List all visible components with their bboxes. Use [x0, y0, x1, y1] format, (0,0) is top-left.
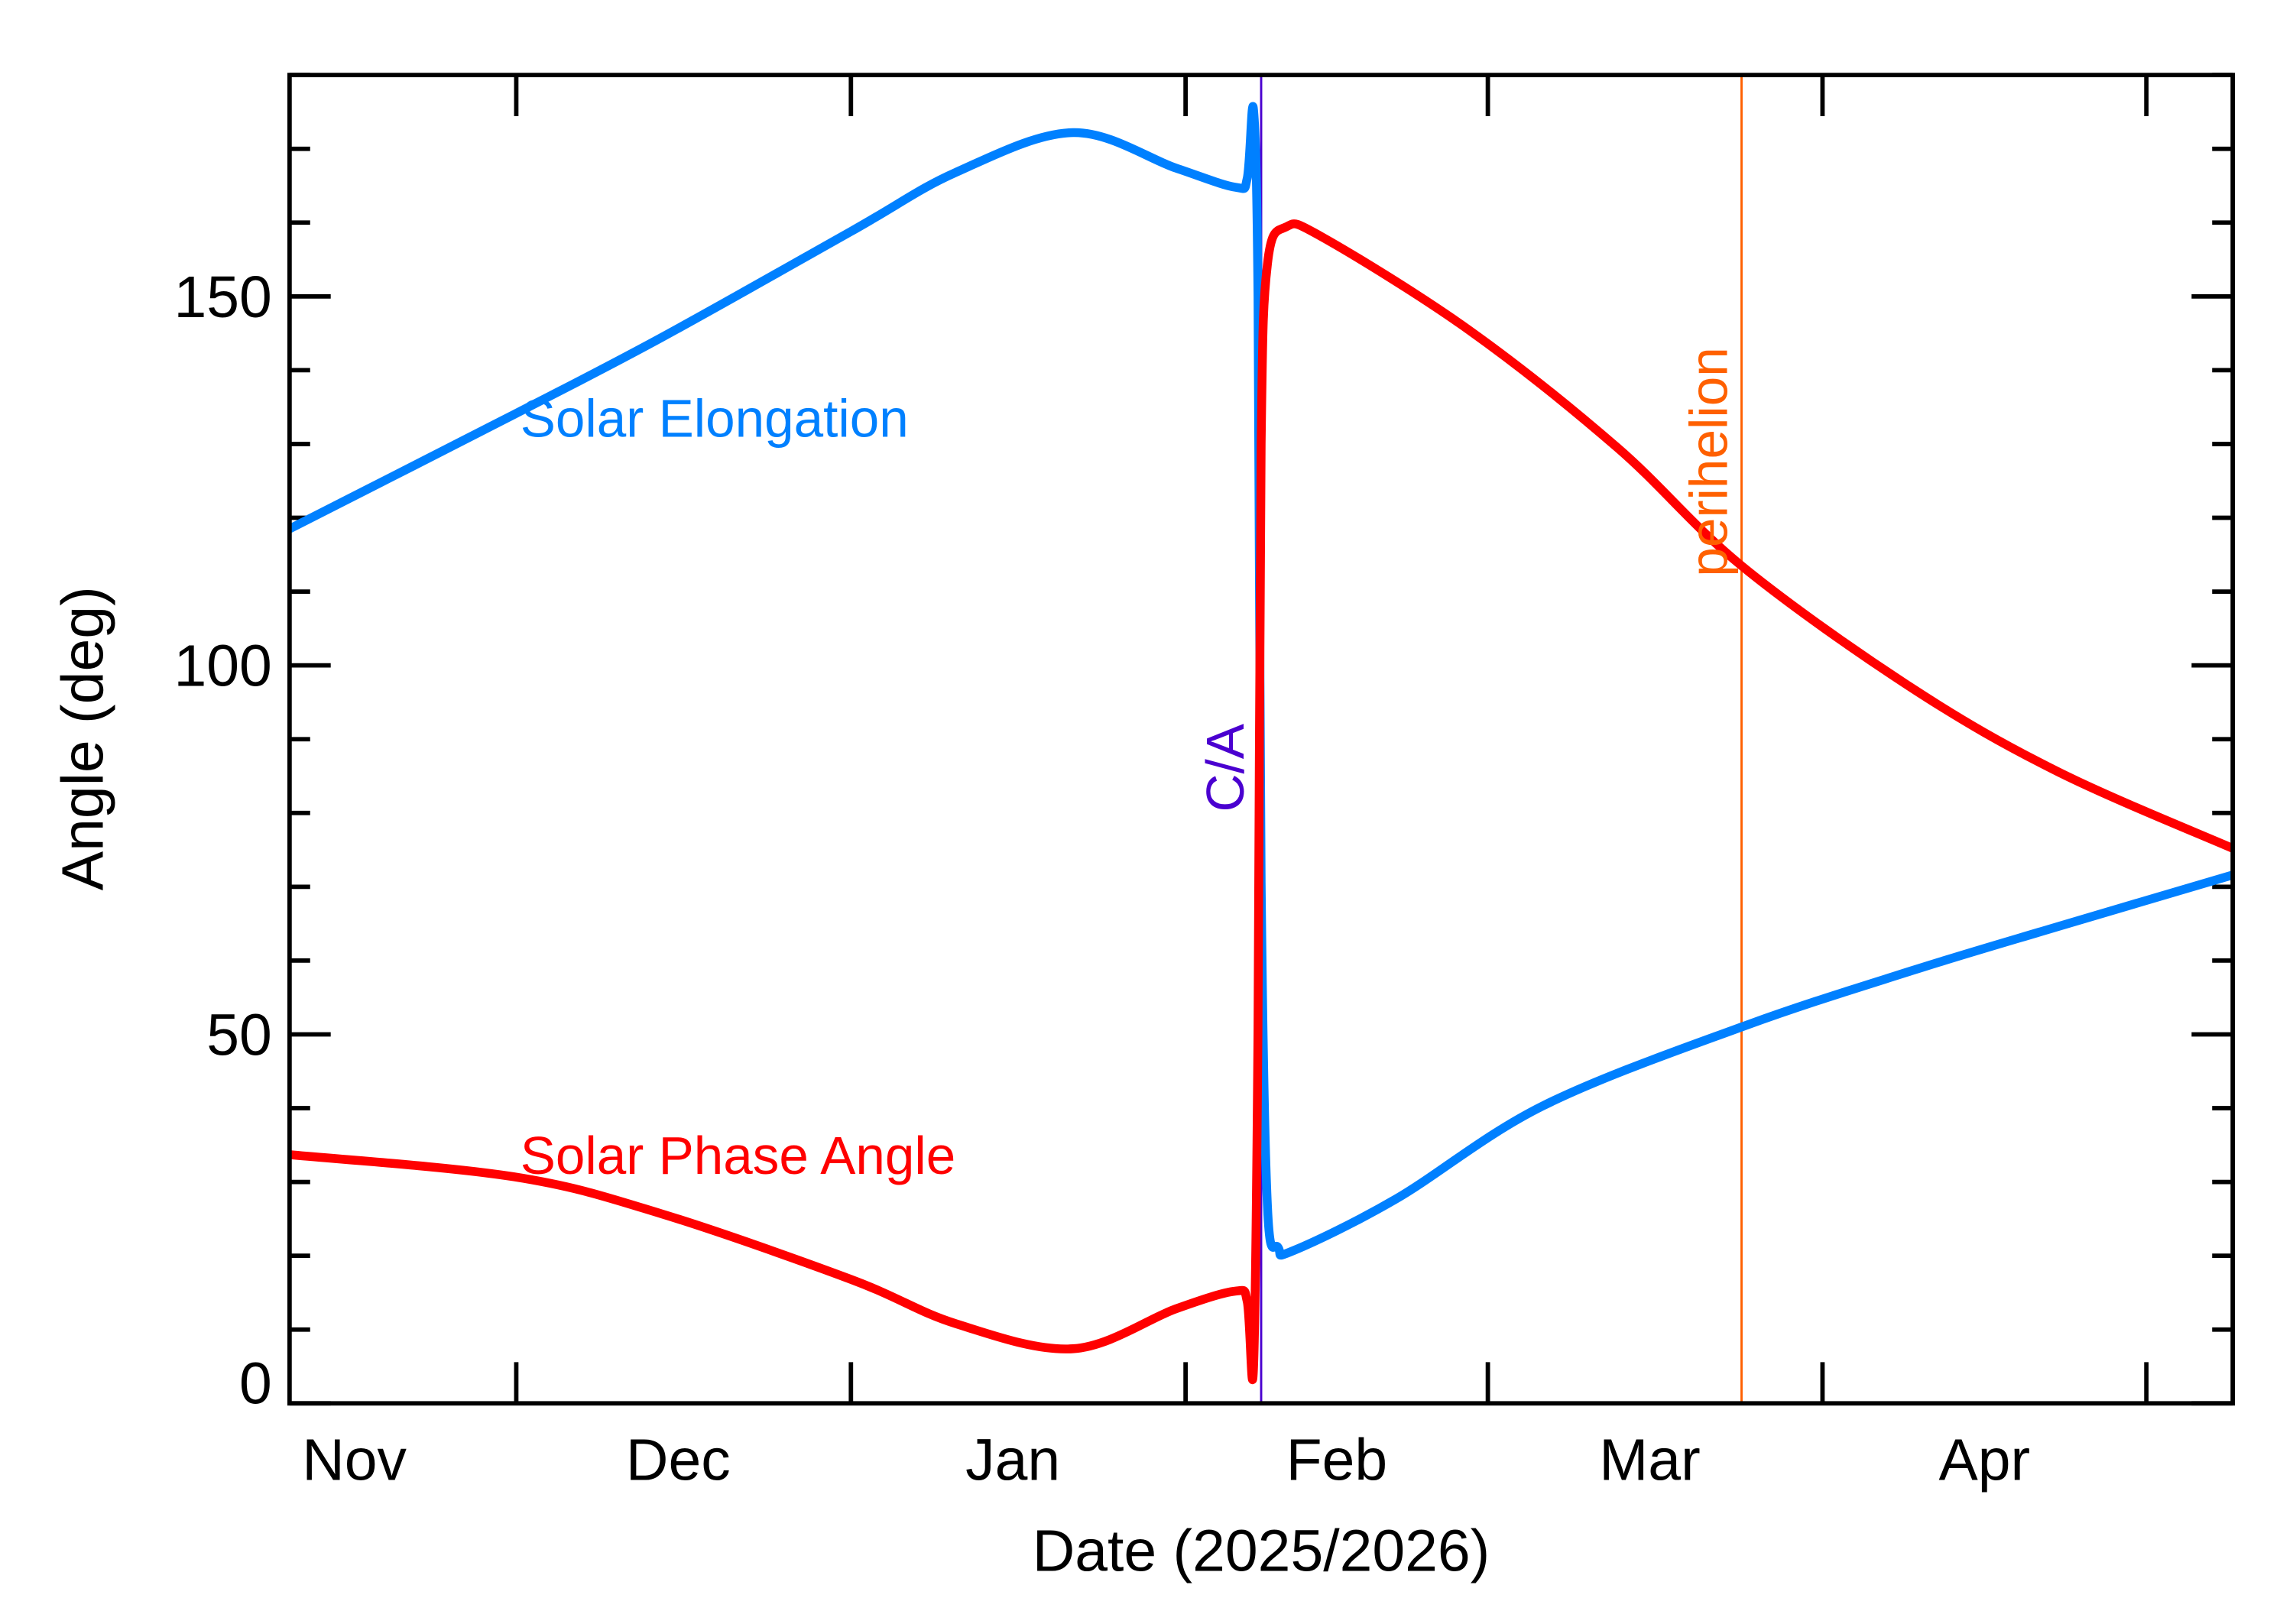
y-tick-label: 100 — [174, 634, 271, 699]
x-tick-label: Dec — [626, 1427, 731, 1493]
series-lines — [287, 102, 2235, 1385]
y-axis-title: Angle (deg) — [50, 586, 116, 890]
annotations — [1260, 75, 1743, 1404]
tick-labels: 0 50 100 150 Nov Dec Jan Feb Mar Apr C/A perihelion — [174, 264, 2030, 1493]
series-line-solar-phase-angle — [289, 219, 2235, 1385]
plot-frame — [287, 73, 2236, 1406]
annotation-label: perihelion — [1678, 347, 1738, 576]
x-tick-label: Jan — [965, 1427, 1060, 1493]
series-label-phase: Solar Phase Angle — [521, 1126, 956, 1185]
x-tick-label: Feb — [1286, 1427, 1388, 1493]
x-tick-label: Apr — [1938, 1427, 2030, 1493]
x-tick-label: Mar — [1599, 1427, 1700, 1493]
x-axis-title: Date (2025/2026) — [1033, 1519, 1490, 1584]
series-label-elongation: Solar Elongation — [521, 389, 909, 449]
y-tick-label: 150 — [174, 264, 271, 330]
y-tick-label: 50 — [206, 1002, 272, 1068]
x-tick-label: Nov — [302, 1427, 407, 1493]
y-tick-label: 0 — [239, 1350, 272, 1416]
annotation-label: C/A — [1195, 723, 1255, 812]
